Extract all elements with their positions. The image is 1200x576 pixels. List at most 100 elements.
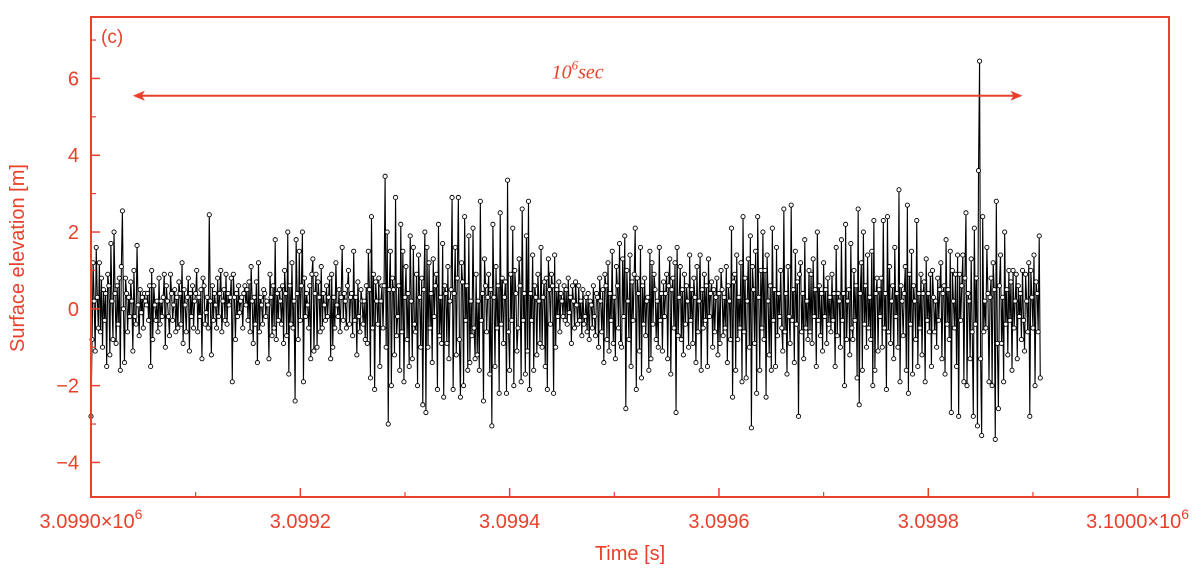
data-point xyxy=(409,356,415,362)
data-point xyxy=(674,244,680,250)
data-point xyxy=(995,406,1001,412)
data-point xyxy=(471,325,477,331)
data-point xyxy=(1004,287,1010,293)
data-point xyxy=(458,260,465,266)
data-point xyxy=(992,436,998,442)
data-point xyxy=(265,302,271,308)
data-point xyxy=(925,290,931,297)
data-point xyxy=(232,337,238,343)
data-point xyxy=(811,313,817,320)
data-point xyxy=(530,252,536,258)
data-point xyxy=(599,329,605,335)
data-point xyxy=(448,287,454,293)
data-point xyxy=(795,413,802,419)
data-point xyxy=(898,283,904,289)
data-point xyxy=(305,302,311,308)
data-point xyxy=(96,260,102,266)
data-point xyxy=(468,298,474,304)
data-point xyxy=(940,290,946,297)
data-point xyxy=(358,287,364,293)
data-point xyxy=(294,290,300,297)
x-axis-title: Time [s] xyxy=(595,543,665,565)
data-point xyxy=(916,290,922,297)
data-point xyxy=(256,329,263,335)
data-point xyxy=(207,298,213,304)
data-point xyxy=(835,290,841,297)
data-point xyxy=(1027,413,1033,419)
data-point xyxy=(546,287,552,293)
data-point xyxy=(518,379,524,385)
data-point xyxy=(989,383,995,389)
data-point xyxy=(748,425,754,431)
data-point xyxy=(1002,229,1008,235)
data-point xyxy=(649,260,655,266)
data-point xyxy=(428,290,434,297)
data-point xyxy=(957,271,963,277)
data-point xyxy=(895,344,901,350)
data-point xyxy=(960,252,966,258)
data-point xyxy=(496,390,502,396)
data-point xyxy=(467,360,473,366)
data-point xyxy=(779,325,785,331)
data-point xyxy=(851,267,857,273)
data-point xyxy=(991,287,997,293)
data-point xyxy=(245,317,251,323)
data-point xyxy=(401,379,407,385)
data-point xyxy=(1032,383,1038,389)
data-point xyxy=(732,271,738,277)
data-point xyxy=(745,256,751,262)
data-point xyxy=(934,344,940,350)
data-point xyxy=(519,206,525,212)
data-point xyxy=(827,294,833,300)
data-point xyxy=(965,290,971,297)
data-point xyxy=(1006,267,1012,273)
data-point xyxy=(716,290,722,297)
data-point xyxy=(687,252,693,258)
data-point xyxy=(912,298,918,304)
data-point xyxy=(239,294,245,300)
data-point xyxy=(1017,290,1023,297)
data-point xyxy=(522,371,528,377)
data-point xyxy=(577,317,583,323)
data-point xyxy=(382,173,388,179)
data-point xyxy=(883,386,889,393)
data-point xyxy=(620,256,626,262)
data-point xyxy=(525,198,532,204)
data-point xyxy=(312,290,318,297)
data-point xyxy=(956,413,962,419)
data-point xyxy=(766,352,772,358)
data-point xyxy=(1034,290,1040,297)
data-point xyxy=(676,294,682,300)
data-point xyxy=(497,210,503,216)
data-point xyxy=(182,302,188,308)
data-point xyxy=(899,298,905,304)
data-point xyxy=(390,287,397,293)
data-point xyxy=(614,283,620,289)
data-point xyxy=(194,267,200,273)
data-point xyxy=(757,367,763,373)
data-point xyxy=(640,283,646,289)
data-point xyxy=(263,313,269,320)
data-point xyxy=(600,287,606,293)
data-point xyxy=(680,352,686,358)
data-point xyxy=(443,290,449,297)
data-point xyxy=(99,344,106,350)
data-point xyxy=(591,313,597,320)
data-point xyxy=(762,267,768,273)
data-point xyxy=(360,321,366,327)
data-point xyxy=(299,229,305,235)
data-point xyxy=(355,279,361,285)
data-point xyxy=(833,244,839,250)
data-point xyxy=(328,356,334,362)
data-point xyxy=(438,294,444,300)
data-point xyxy=(613,264,619,270)
data-point xyxy=(642,275,648,281)
data-point xyxy=(584,329,590,335)
data-point xyxy=(539,344,545,350)
data-point xyxy=(122,275,129,281)
annotation-exponent: 6 xyxy=(572,58,579,73)
data-point xyxy=(787,340,793,346)
data-point xyxy=(826,321,832,327)
data-point xyxy=(947,248,953,254)
data-point xyxy=(225,290,231,297)
